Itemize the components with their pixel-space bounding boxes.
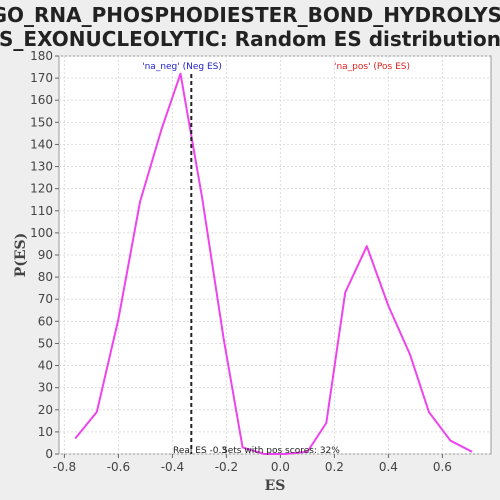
- y-tick-label: 70: [38, 292, 53, 306]
- grid: [59, 55, 491, 455]
- y-tick-label: 150: [30, 115, 53, 129]
- y-tick-label: 120: [30, 182, 53, 196]
- y-tick-label: 170: [30, 71, 53, 85]
- x-tick-label: 0.4: [379, 460, 398, 474]
- y-tick-label: 0: [45, 447, 53, 461]
- y-tick-label: 180: [30, 49, 53, 63]
- x-axis-title: ES: [265, 478, 286, 494]
- y-tick-label: 30: [38, 381, 53, 395]
- es-distribution-line: [74, 72, 473, 455]
- y-tick-label: 90: [38, 248, 53, 262]
- x-tick-label: -0.4: [161, 460, 184, 474]
- x-tick-label: 0.2: [325, 460, 344, 474]
- y-tick-label: 80: [38, 270, 53, 284]
- y-tick-label: 60: [38, 314, 53, 328]
- pos-scores-label: Sets with pos scores: 32%: [222, 446, 340, 456]
- pos-es-label: 'na_pos' (Pos ES): [334, 62, 410, 72]
- y-tick-label: 100: [30, 226, 53, 240]
- x-tick-label: -0.8: [53, 460, 76, 474]
- real-es-label: Real ES -0.3: [173, 446, 227, 456]
- x-tick-label: -0.2: [215, 460, 238, 474]
- series-layer: [74, 72, 473, 455]
- y-tick-label: 10: [38, 425, 53, 439]
- y-axis-title: P(ES): [13, 233, 29, 278]
- y-tick-label: 20: [38, 403, 53, 417]
- y-tick-label: 110: [30, 204, 53, 218]
- y-tick-label: 140: [30, 137, 53, 151]
- y-tick-label: 160: [30, 93, 53, 107]
- y-tick-label: 40: [38, 359, 53, 373]
- x-tick-label: -0.6: [107, 460, 130, 474]
- neg-es-label: 'na_neg' (Neg ES): [142, 62, 222, 72]
- chart-title-line-2: S_EXONUCLEOLYTIC: Random ES distribution: [0, 27, 500, 51]
- y-tick-label: 50: [38, 336, 53, 350]
- chart-title-line-1: GO_RNA_PHOSPHODIESTER_BOND_HYDROLYSI: [0, 3, 500, 27]
- y-tick-label: 130: [30, 160, 53, 174]
- x-tick-label: 0.0: [271, 460, 290, 474]
- x-tick-label: 0.6: [433, 460, 452, 474]
- axis-ticks: 0 10 20 30 40 50 60 70 80 90 100 110 120 130 140 150 160…: [30, 49, 452, 474]
